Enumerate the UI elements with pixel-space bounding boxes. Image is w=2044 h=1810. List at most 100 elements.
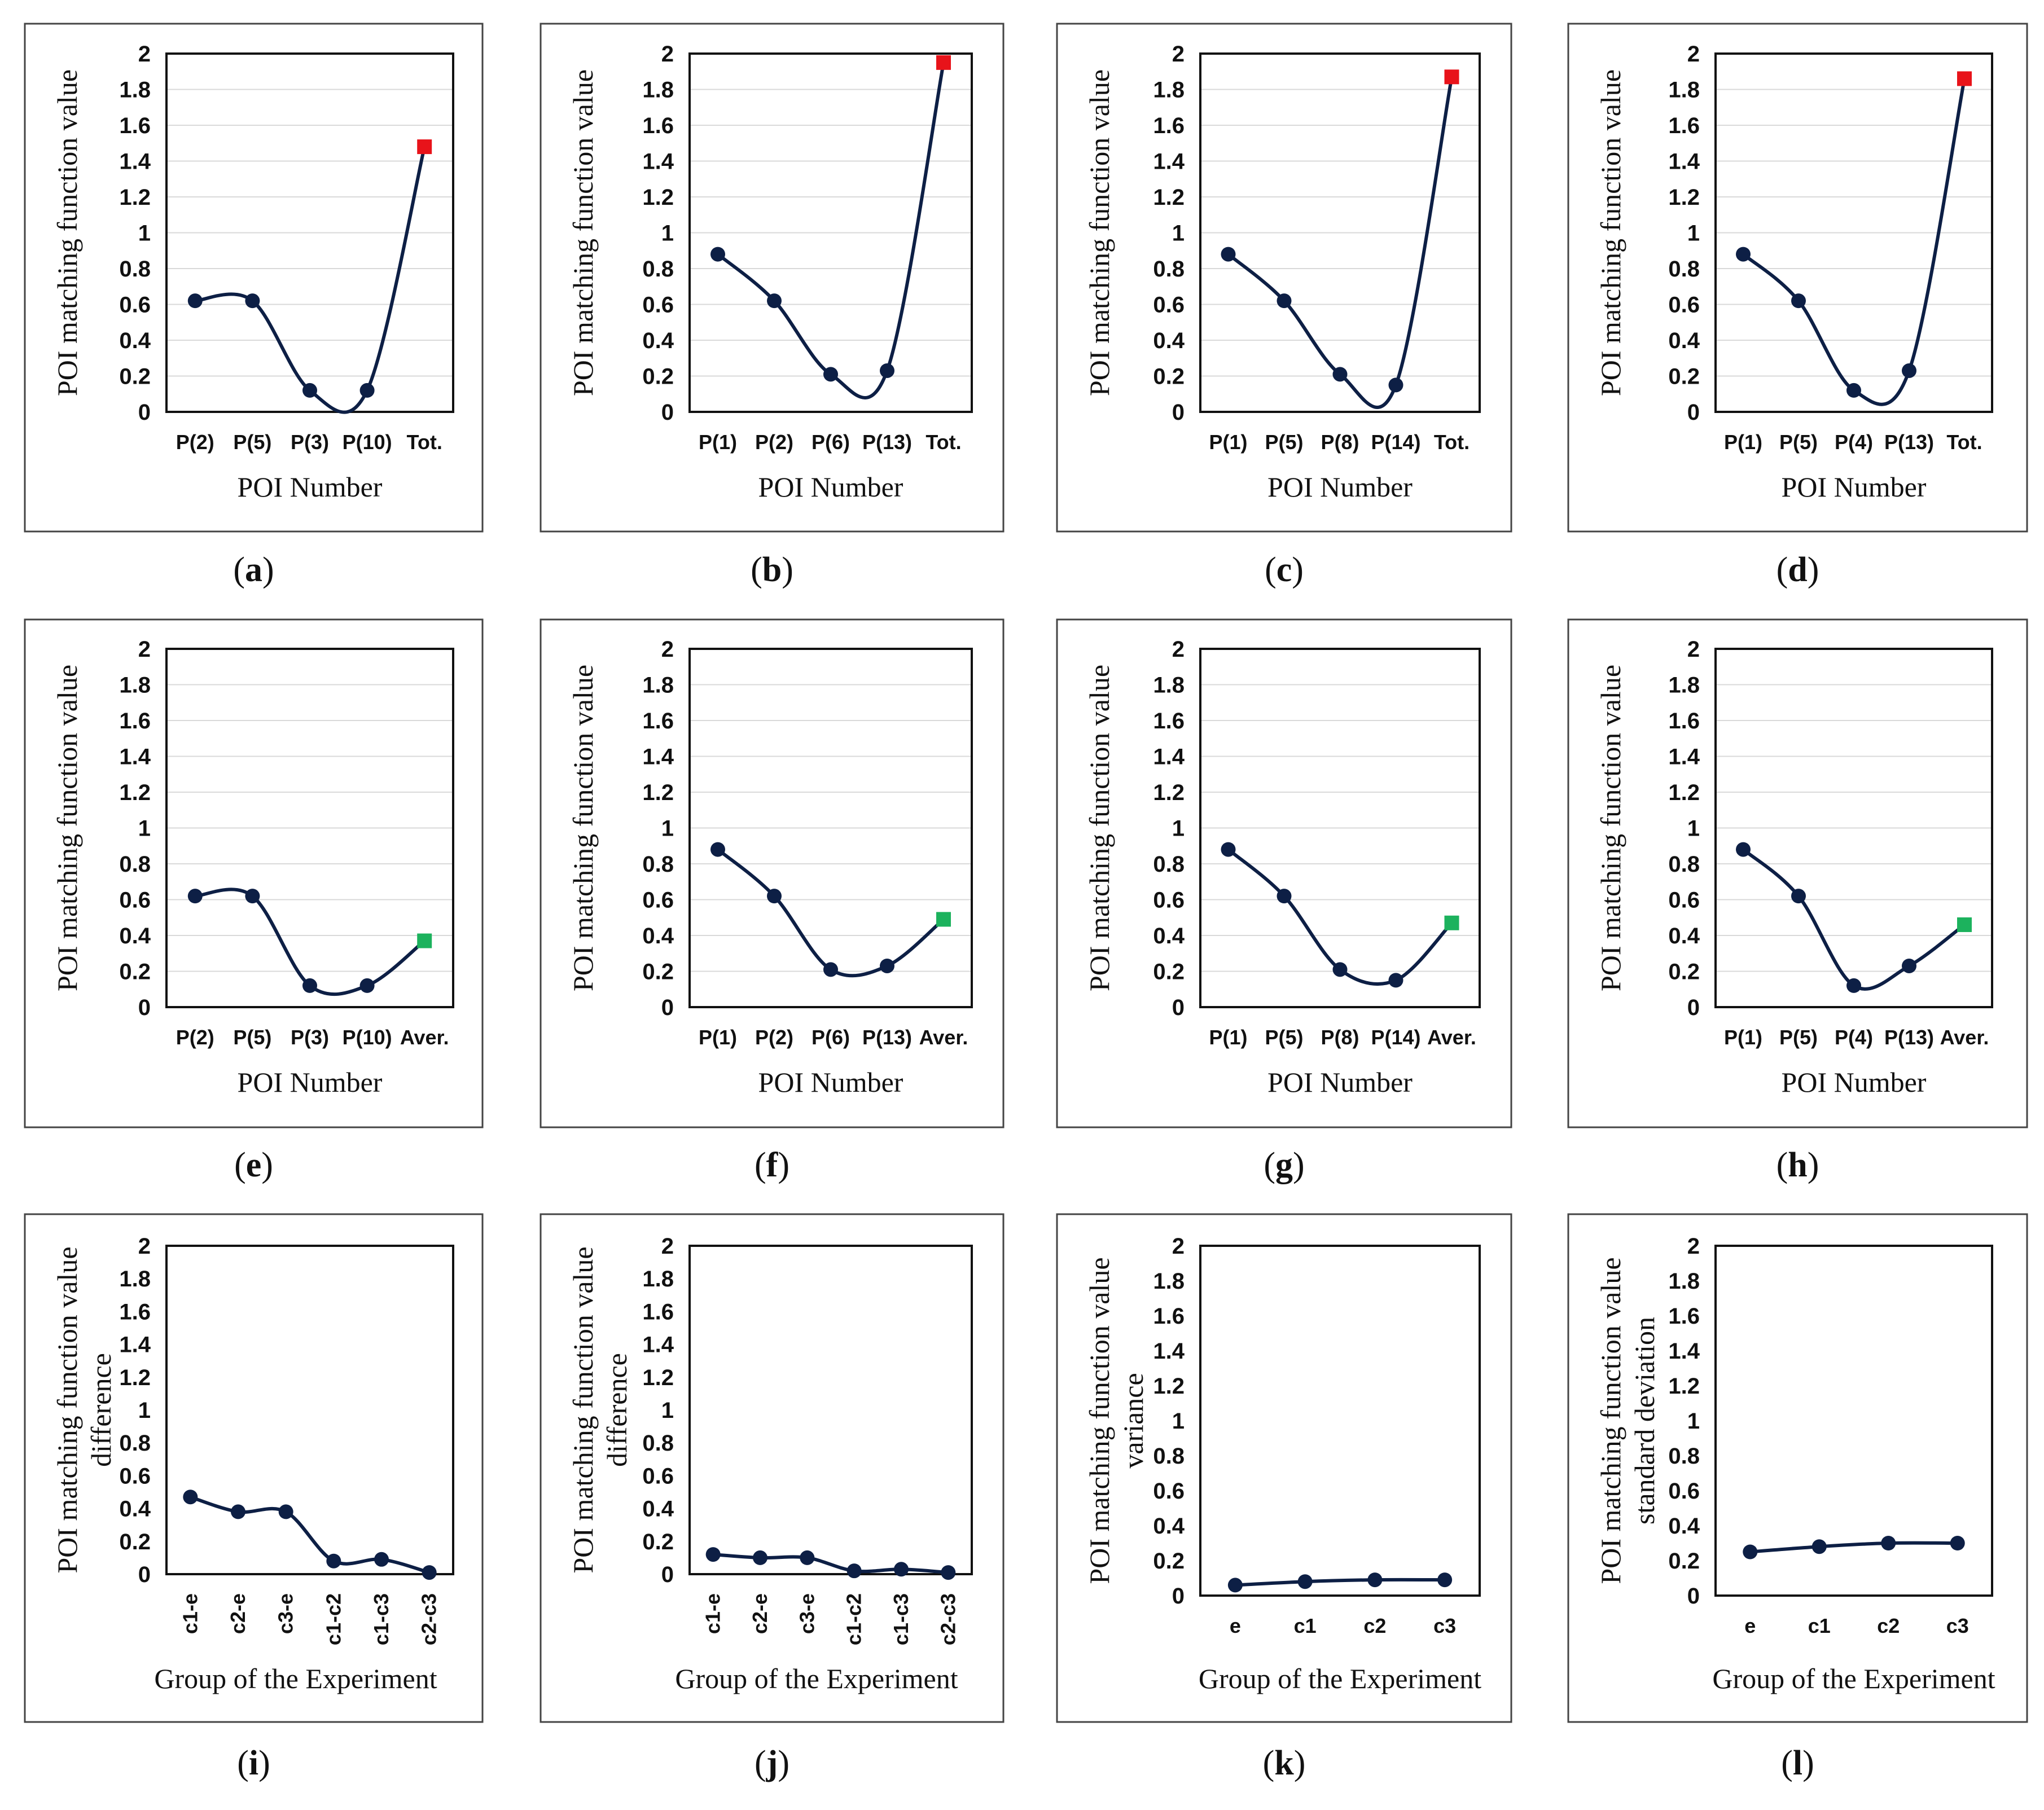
y-tick-label: 1.4 <box>1668 1339 1700 1364</box>
y-tick-label: 0.8 <box>119 257 151 282</box>
x-tick-label: P(2) <box>176 430 214 454</box>
y-tick-label: 1.4 <box>119 745 151 770</box>
y-tick-label: 0.4 <box>1153 1514 1185 1539</box>
y-tick-label: 0.8 <box>119 1431 151 1456</box>
y-tick-label: 0.8 <box>1668 852 1700 877</box>
panel-frame <box>539 23 1005 533</box>
y-tick-label: 1.2 <box>642 185 674 210</box>
total-marker <box>1957 71 1972 86</box>
y-tick-label: 2 <box>138 637 151 662</box>
plot-area <box>688 648 973 1008</box>
y-tick-label: 2 <box>1687 637 1700 662</box>
y-tick-label: 0 <box>661 400 674 425</box>
y-tick-label: 0.2 <box>119 1530 151 1554</box>
x-tick-label: c1-c3 <box>889 1593 913 1645</box>
data-point <box>245 293 260 309</box>
y-tick-label: 1 <box>1687 221 1700 246</box>
y-tick-label: 1.2 <box>119 185 151 210</box>
y-tick-label: 0 <box>661 1562 674 1587</box>
x-axis-label: Group of the Experiment <box>1199 1663 1481 1694</box>
y-tick-label: 1.8 <box>1668 1269 1700 1294</box>
y-tick-label: 1.4 <box>1153 745 1185 770</box>
series-line <box>1742 77 1966 406</box>
y-tick-label: 2 <box>661 42 674 67</box>
data-point <box>1811 1539 1827 1554</box>
x-tick-label: Tot. <box>1946 430 1982 454</box>
data-point <box>1227 1578 1243 1593</box>
y-tick-label: 0.6 <box>1153 888 1185 913</box>
x-tick-label: P(5) <box>1779 430 1818 454</box>
data-point <box>1791 293 1806 309</box>
x-tick-label: c2-e <box>748 1593 771 1634</box>
panel-frame <box>1567 618 2028 1128</box>
x-tick-label: c2-e <box>226 1593 249 1634</box>
data-point <box>1950 1536 1965 1550</box>
x-tick-label: Aver. <box>1940 1026 1989 1049</box>
panel-caption: (c) <box>1265 551 1304 589</box>
series-line <box>193 145 427 414</box>
y-tick-label: 1.6 <box>1153 113 1185 138</box>
x-tick-label: Aver. <box>1427 1026 1476 1049</box>
x-tick-label: P(1) <box>699 430 737 454</box>
average-marker <box>1957 917 1972 932</box>
data-point <box>245 889 260 904</box>
data-point <box>894 1562 909 1577</box>
y-tick-label: 0.2 <box>1668 364 1700 389</box>
x-axis-label: POI Number <box>758 1066 903 1098</box>
x-tick-label: e <box>1230 1614 1241 1637</box>
x-tick-label: P(13) <box>1884 1026 1934 1049</box>
y-tick-label: 1.4 <box>119 1333 151 1358</box>
data-point <box>1736 247 1751 262</box>
panel-caption: (e) <box>234 1146 273 1184</box>
y-tick-label: 1.6 <box>642 1299 674 1324</box>
y-axis-label: difference <box>601 1353 633 1467</box>
y-tick-label: 1.2 <box>119 1365 151 1390</box>
x-axis-label: POI Number <box>1267 471 1413 503</box>
panel-caption: (h) <box>1777 1146 1819 1184</box>
data-point <box>1736 842 1751 857</box>
y-tick-label: 1.2 <box>642 1365 674 1390</box>
y-tick-label: 1.4 <box>642 1333 674 1358</box>
y-tick-label: 1.6 <box>1153 709 1185 733</box>
chart-panel-k: 0 0.2 0.4 0.6 0.8 1 1.2 1.4 1.6 1.8 2 e c1 c2 c3 POI ma… <box>1056 1213 1512 1723</box>
x-tick-label: c1-c3 <box>370 1593 393 1645</box>
data-point <box>1332 367 1348 382</box>
x-tick-label: P(5) <box>1265 1026 1303 1049</box>
chart-panel-a: 0 0.2 0.4 0.6 0.8 1 1.2 1.4 1.6 1.8 2 P(2) P(5) P(3) P… <box>24 23 484 533</box>
y-tick-label: 1.4 <box>1668 150 1700 174</box>
data-point <box>710 247 725 262</box>
y-axis-label: POI matching function value <box>1595 1257 1626 1584</box>
y-tick-label: 0 <box>1172 400 1185 425</box>
data-point <box>1277 293 1292 309</box>
data-point <box>846 1563 862 1579</box>
y-tick-label: 0.6 <box>1668 888 1700 913</box>
y-tick-label: 0 <box>138 1562 151 1587</box>
y-tick-label: 2 <box>1687 1234 1700 1259</box>
data-point <box>1902 958 1916 973</box>
series-line <box>1742 847 1966 991</box>
y-tick-label: 0 <box>138 995 151 1020</box>
y-tick-label: 0 <box>661 995 674 1020</box>
panel-frame <box>24 23 484 533</box>
y-axis-label: difference <box>85 1353 117 1467</box>
y-tick-label: 1.8 <box>1668 673 1700 698</box>
x-tick-label: c2 <box>1877 1614 1900 1637</box>
panel-caption: (d) <box>1777 551 1819 589</box>
y-tick-label: 0 <box>1687 995 1700 1020</box>
y-tick-label: 2 <box>1172 637 1185 662</box>
y-tick-label: 0.4 <box>642 1497 674 1522</box>
data-point <box>359 383 375 398</box>
x-tick-label: P(1) <box>1724 430 1762 454</box>
y-tick-label: 1.6 <box>119 1299 151 1324</box>
panel-frame <box>539 1213 1005 1723</box>
data-point <box>302 978 317 993</box>
y-tick-label: 0.8 <box>642 852 674 877</box>
y-axis-label: POI matching function value <box>1595 69 1626 396</box>
y-axis-label: POI matching function value <box>51 665 83 991</box>
y-axis-label: POI matching function value <box>567 665 599 991</box>
x-tick-label: c1 <box>1808 1614 1831 1637</box>
y-tick-label: 0.8 <box>1153 257 1185 282</box>
y-tick-label: 2 <box>1687 42 1700 67</box>
data-point <box>705 1547 721 1562</box>
